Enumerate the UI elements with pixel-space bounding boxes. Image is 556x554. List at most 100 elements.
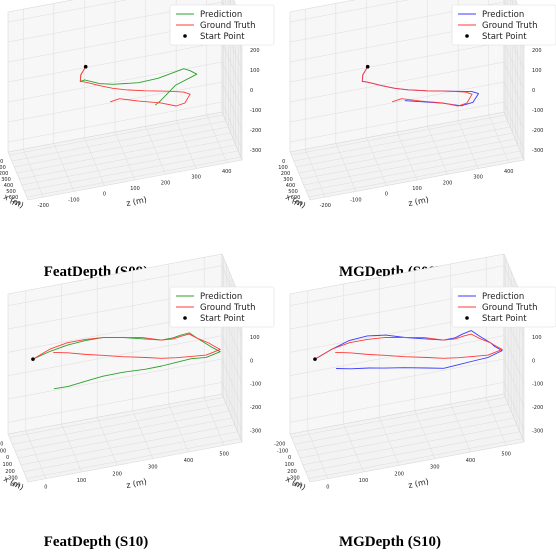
- z-tick-label: 500: [219, 451, 229, 457]
- x-tick-label: 0: [288, 455, 291, 461]
- z-tick-label: 100: [359, 478, 369, 484]
- series-line-ground-truth: [32, 333, 221, 360]
- grid-x: [20, 424, 235, 466]
- panel-3: -200-10001002003004000100200300400500-30…: [0, 253, 275, 492]
- z-tick-label: -100: [350, 197, 361, 203]
- legend-swatch-dot: [465, 34, 469, 38]
- x-tick-label: 400: [4, 183, 14, 189]
- grid-z: [203, 397, 225, 446]
- start-point-marker: [365, 64, 370, 69]
- x-tick-label: 300: [290, 476, 300, 482]
- y-tick-label: -200: [532, 405, 543, 411]
- start-point-marker: [313, 357, 317, 361]
- y-tick-label: -100: [250, 382, 261, 388]
- x-tick-label: -200: [0, 441, 3, 447]
- grid-z: [84, 137, 105, 186]
- x-tick-label: 0: [282, 159, 285, 165]
- y-tick-label: -300: [532, 428, 543, 434]
- x-tick-label: -200: [274, 441, 285, 447]
- series-line-ground-truth: [314, 333, 503, 360]
- y-tick-label: -200: [532, 128, 543, 134]
- grid-z: [25, 430, 47, 479]
- legend-entry: Ground Truth: [200, 303, 256, 313]
- z-tick-label: -200: [38, 203, 49, 209]
- grid-x: [291, 397, 506, 438]
- y-tick-label: 100: [250, 335, 260, 341]
- x-tick-label: 100: [2, 462, 12, 468]
- grid-y: [289, 382, 525, 431]
- grid-z: [96, 417, 118, 466]
- start-point-marker: [83, 64, 88, 69]
- y-tick-label: -100: [250, 108, 261, 114]
- x-tick-label: 700: [293, 201, 303, 207]
- series-line-prediction: [79, 66, 198, 106]
- z-tick-label: 0: [326, 485, 329, 491]
- panel-caption: MGDepth (S10): [339, 534, 441, 550]
- x-tick-label: 100: [278, 165, 288, 171]
- grid-y: [289, 101, 525, 151]
- panel-1: 0100200300400500600700-200-1000100200300…: [0, 0, 275, 210]
- x-tick-label: 300: [1, 177, 11, 183]
- series-line-ground-truth: [361, 66, 473, 107]
- z-tick-label: 300: [473, 175, 483, 181]
- grid-z: [335, 143, 357, 192]
- z-tick-label: 100: [412, 186, 422, 192]
- x-tick-label: 100: [0, 165, 6, 171]
- start-point-marker: [31, 357, 35, 361]
- grid-z: [206, 114, 227, 163]
- z-tick-label: -100: [68, 197, 79, 203]
- grid-z: [378, 417, 400, 466]
- grid-z: [168, 403, 189, 453]
- y-tick-label: 0: [532, 358, 535, 364]
- x-tick-label: 100: [284, 462, 294, 468]
- grid-y: [7, 358, 243, 408]
- x-tick-label: 500: [6, 189, 16, 195]
- legend-entry: Start Point: [482, 314, 527, 324]
- grid-x: [299, 417, 515, 459]
- x-tick-label: 600: [291, 195, 301, 201]
- grid-y: [7, 81, 243, 131]
- grid-x: [23, 431, 238, 472]
- legend-swatch-dot: [465, 316, 469, 320]
- x-tick-label: 0: [6, 455, 9, 461]
- grid-z: [488, 114, 509, 163]
- legend-box: [451, 4, 556, 46]
- grid-z: [457, 120, 479, 169]
- grid-y: [7, 101, 243, 151]
- z-tick-label: 0: [44, 485, 47, 491]
- z-tick-label: 0: [385, 192, 388, 198]
- y-tick-label: -200: [250, 128, 261, 134]
- y-tick-label: -300: [532, 148, 543, 154]
- z-axis-label: z (m): [125, 195, 147, 208]
- grid-z: [485, 397, 507, 446]
- grid-x: [15, 410, 230, 452]
- z-tick-label: 500: [501, 451, 511, 457]
- y-tick-label: -100: [532, 382, 543, 388]
- legend-swatch-dot: [183, 316, 187, 320]
- grid-x: [305, 431, 520, 472]
- grid-z: [132, 410, 154, 459]
- grid-y: [7, 382, 243, 431]
- z-tick-label: 100: [77, 478, 87, 484]
- grid-z: [175, 120, 197, 169]
- grid-z: [305, 149, 326, 198]
- grid-z: [53, 143, 75, 192]
- z-tick-label: 200: [394, 471, 404, 477]
- legend-entry: Prediction: [200, 10, 242, 20]
- grid-x: [17, 417, 233, 459]
- x-tick-label: 200: [0, 171, 8, 177]
- legend-entry: Ground Truth: [200, 21, 256, 31]
- x-tick-label: -100: [0, 448, 6, 454]
- z-tick-label: 300: [191, 175, 201, 181]
- x-tick-label: 400: [293, 483, 303, 489]
- y-tick-label: 100: [532, 68, 542, 74]
- grid-x: [297, 410, 512, 452]
- grid-x: [308, 438, 523, 479]
- x-tick-label: 200: [5, 469, 15, 475]
- x-tick-label: 500: [288, 189, 298, 195]
